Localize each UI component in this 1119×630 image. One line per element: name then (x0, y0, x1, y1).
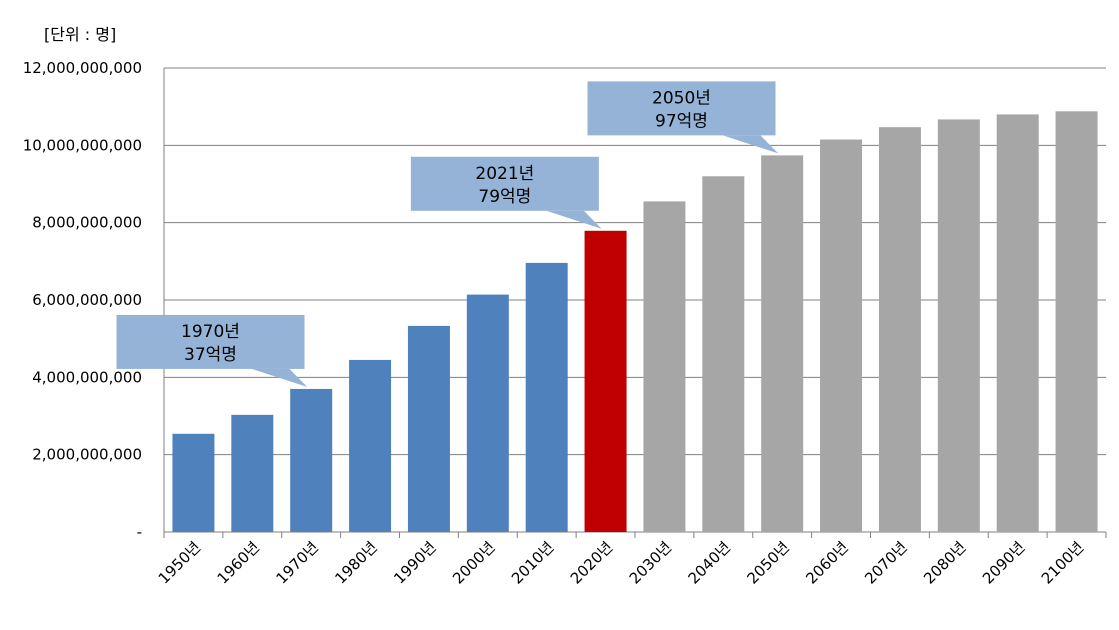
bar (349, 359, 392, 532)
bars (172, 111, 1098, 533)
x-category-label: 2010년 (508, 538, 557, 587)
bar (820, 139, 863, 533)
unit-label: [단위 : 명] (44, 25, 116, 44)
x-category-label: 1990년 (390, 538, 439, 587)
y-tick-label: 10,000,000,000 (23, 136, 142, 154)
callout: 2050년 97억명 (587, 81, 779, 154)
callout-year: 2050년 (652, 88, 711, 108)
x-category-label: 2040년 (685, 538, 734, 587)
x-category-label: 1970년 (273, 538, 322, 587)
bar (172, 433, 215, 532)
x-category-label: 2050년 (744, 538, 793, 587)
bar (1055, 111, 1098, 532)
x-category-label: 2070년 (861, 538, 910, 587)
x-category-label: 2020년 (567, 538, 616, 587)
bar (996, 114, 1039, 533)
x-category-label: 1960년 (214, 538, 263, 587)
y-tick-label: 8,000,000,000 (32, 214, 142, 232)
bar (466, 294, 509, 532)
bar (937, 119, 980, 532)
bar (761, 155, 804, 533)
bar (878, 127, 921, 532)
x-category-label: 2080년 (920, 538, 969, 587)
y-tick-label: - (137, 523, 142, 541)
bar (231, 414, 274, 532)
callout-pointer (546, 210, 602, 229)
y-tick-label: 6,000,000,000 (32, 291, 142, 309)
bar (407, 325, 450, 532)
callout-box (116, 314, 305, 369)
x-category-label: 2000년 (449, 538, 498, 587)
x-category-label: 1980년 (331, 538, 380, 587)
bar (643, 201, 686, 532)
callout-year: 1970년 (181, 322, 240, 342)
x-category-label: 2100년 (1038, 538, 1087, 587)
bar (290, 388, 333, 532)
y-tick-label: 2,000,000,000 (32, 446, 142, 464)
callout: 2021년 79억명 (410, 156, 602, 229)
x-category-label: 1950년 (155, 538, 204, 587)
x-category-label: 2060년 (802, 538, 851, 587)
x-category-label: 2090년 (979, 538, 1028, 587)
y-tick-label: 4,000,000,000 (32, 368, 142, 386)
callout-pointer (722, 135, 779, 154)
bar (702, 176, 745, 532)
callout-value: 79억명 (478, 187, 531, 207)
callout: 1970년 37억명 (116, 314, 308, 387)
callouts: 1970년 37억명 2021년 79억명 2050년 97억명 (116, 81, 779, 387)
callout-value: 37억명 (184, 345, 237, 365)
x-axis-category-labels: 1950년 1960년 1970년 1980년 1990년 2000년 2010년 2020년… (155, 538, 1088, 587)
callout-pointer (251, 368, 308, 387)
bar (525, 262, 568, 532)
callout-box (587, 81, 776, 136)
y-tick-label: 12,000,000,000 (23, 59, 142, 77)
callout-box (410, 156, 599, 211)
bar (584, 230, 627, 532)
y-axis-tick-labels: - 2,000,000,000 4,000,000,000 6,000,000,000… (23, 59, 142, 541)
callout-year: 2021년 (475, 164, 534, 184)
x-category-label: 2030년 (626, 538, 675, 587)
callout-value: 97억명 (655, 111, 708, 131)
